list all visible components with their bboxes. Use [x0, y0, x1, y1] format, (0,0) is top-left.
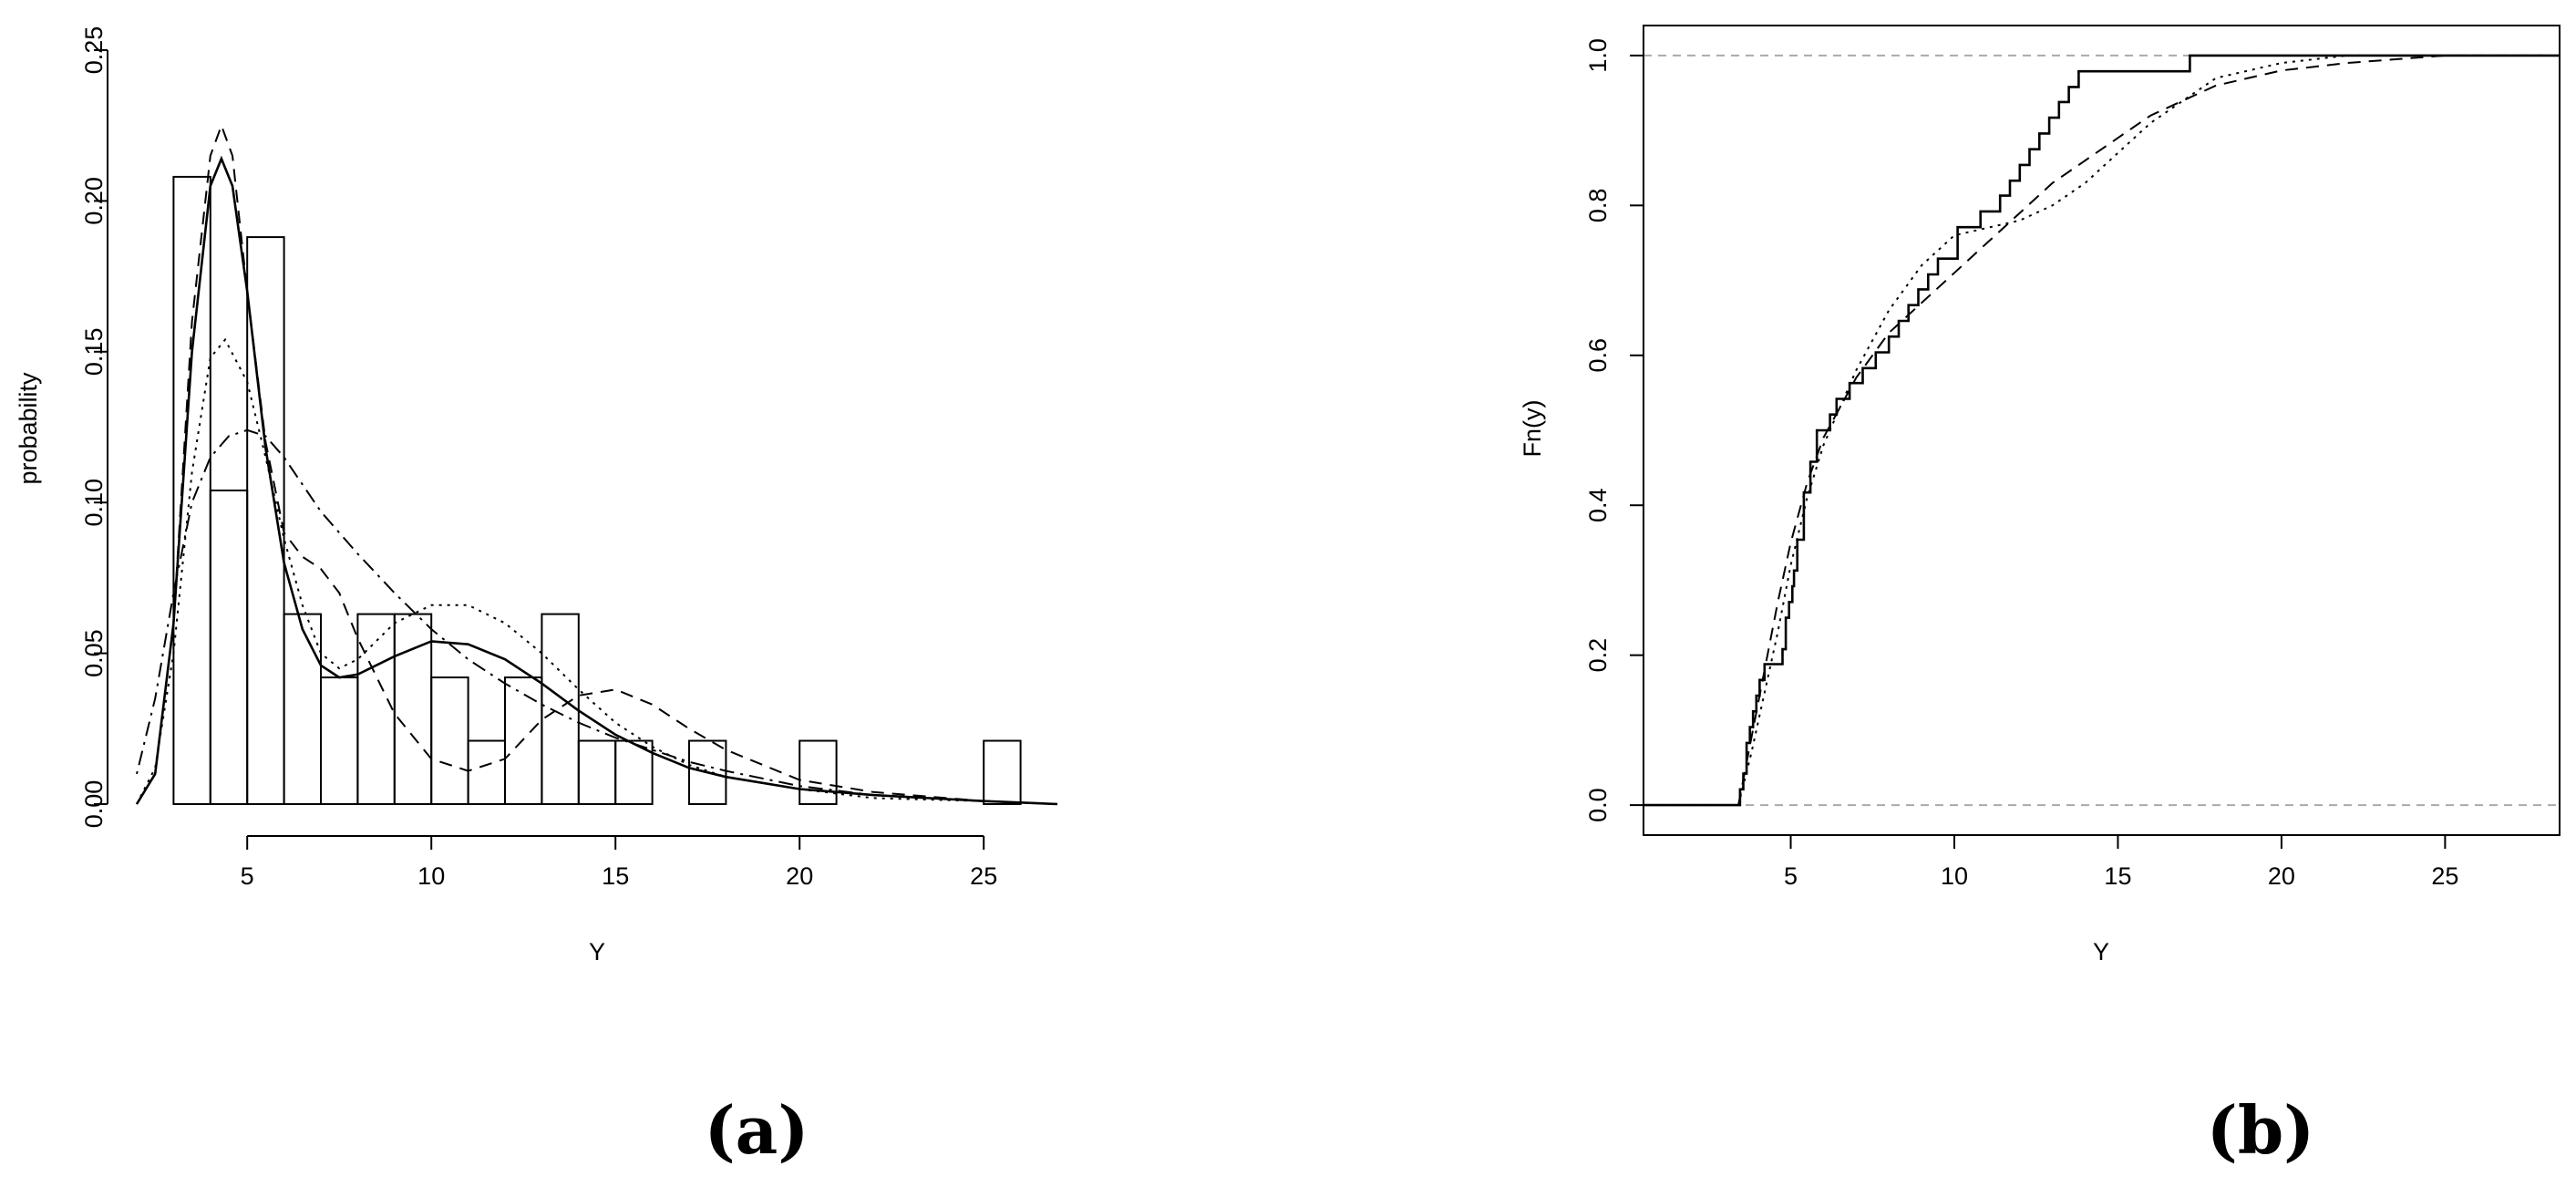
x-axis-label: Y: [2093, 938, 2109, 965]
x-tick-label: 10: [1941, 862, 1968, 890]
histogram-bar-1: [172, 175, 211, 806]
panel-label-b: (b): [2207, 1091, 2314, 1169]
cdf-curve-dashed: [1737, 54, 2544, 806]
cdf-curve-dotted: [1737, 54, 2544, 806]
y-tick-label: 0.20: [80, 177, 108, 225]
y-tick-label: 0.15: [80, 328, 108, 377]
axes: 5 10 15 20 25 0.0 0.2 0.4 0.6 0.8 1.0: [1584, 25, 2561, 890]
x-tick-label: 15: [602, 862, 629, 890]
histogram-bar-12: [577, 739, 617, 805]
histogram-bar-18: [799, 739, 838, 805]
x-tick-label: 10: [417, 862, 445, 890]
y-tick-label: 0.6: [1584, 338, 1612, 373]
histogram-bar-9: [467, 739, 506, 805]
x-tick-label: 25: [970, 862, 997, 890]
y-tick-label: 0.10: [80, 479, 108, 527]
histogram-bar-3: [246, 236, 285, 805]
panel-b: 5 10 15 20 25 0.0 0.2 0.4 0.6 0.8 1.0 Y Fn(y) (b): [1519, 25, 2561, 1169]
x-tick-label: 20: [2268, 862, 2295, 890]
y-tick-label: 1.0: [1584, 38, 1612, 73]
x-tick-label: 15: [2104, 862, 2131, 890]
y-axis-label: Fn(y): [1519, 400, 1546, 458]
histogram-bar-13: [614, 739, 654, 805]
histogram-bar-5: [320, 676, 359, 806]
x-tick-label: 25: [2431, 862, 2458, 890]
y-tick-label: 0.8: [1584, 189, 1612, 223]
density-curves: [135, 122, 1058, 806]
x-axis-label: Y: [589, 938, 605, 965]
x-tick-label: 5: [241, 862, 254, 890]
plot-frame: [1643, 25, 2561, 836]
histogram-bar-15: [688, 739, 727, 805]
y-tick-label: 0.25: [80, 26, 108, 75]
density-curve-dashed: [136, 122, 1058, 805]
histogram-bar-23: [983, 739, 1022, 805]
ecdf-step-line: [1643, 54, 2560, 807]
ecdf-steps: [1643, 54, 2560, 807]
axes: 5 10 15 20 25 0.00 0.05 0.10 0.15 0.20 0.25: [80, 26, 997, 890]
y-tick-label: 0.2: [1584, 638, 1612, 673]
reference-lines: [1643, 54, 2560, 807]
histogram-bar-6: [356, 613, 396, 806]
density-curve-solid: [135, 155, 1058, 806]
y-tick-label: 0.0: [1584, 788, 1612, 822]
x-tick-label: 20: [786, 862, 813, 890]
y-axis-label: probability: [15, 372, 42, 485]
y-tick-label: 0.4: [1584, 488, 1612, 522]
histogram-bar-4: [283, 613, 323, 806]
histogram-bars: [172, 175, 1022, 806]
histogram-bar-2: [209, 489, 249, 806]
cdf-curves: [1737, 54, 2544, 806]
x-tick-label: 5: [1784, 862, 1798, 890]
y-tick-label: 0.05: [80, 629, 108, 677]
y-tick-label: 0.00: [80, 780, 108, 829]
histogram-bar-11: [541, 613, 580, 806]
histogram-bar-10: [504, 676, 543, 806]
panel-label-a: (a): [705, 1091, 809, 1169]
histogram-bar-8: [430, 676, 469, 806]
panel-a: 5 10 15 20 25 0.00 0.05 0.10 0.15 0.20 0.25 Y prob…: [15, 26, 1058, 1169]
density-curve-dotted: [136, 337, 1058, 805]
